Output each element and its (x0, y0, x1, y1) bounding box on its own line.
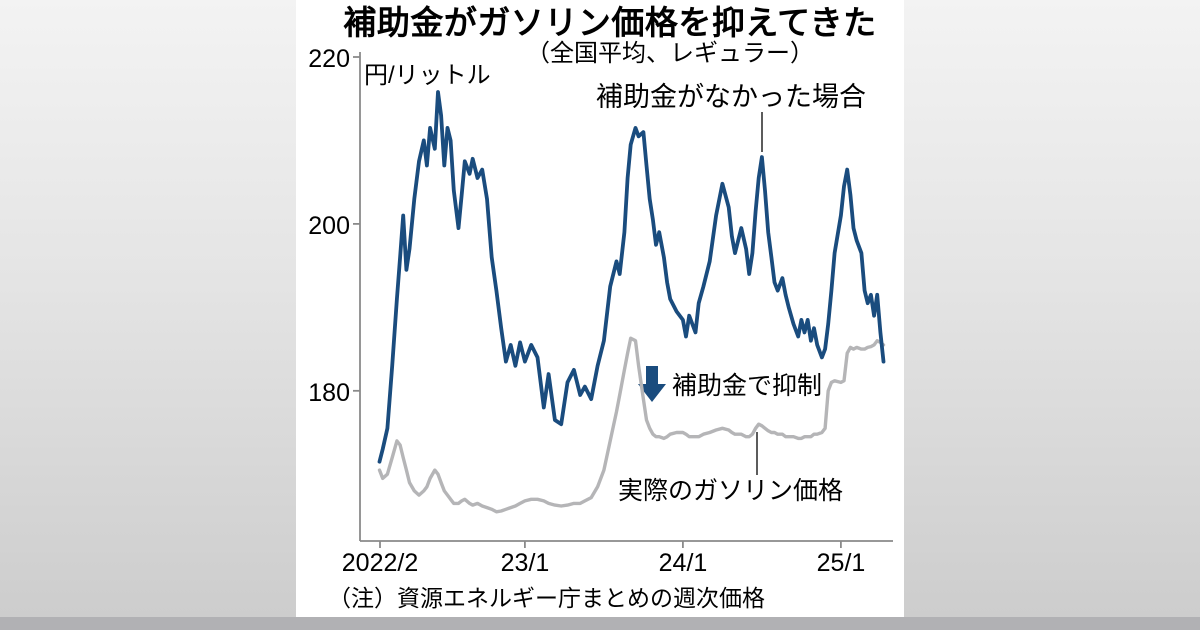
x-tick-2022-2: 2022/2 (341, 549, 419, 577)
x-tick-25-1: 25/1 (816, 549, 866, 577)
y-axis-unit-label: 円/リットル (364, 62, 491, 89)
line-no-subsidy (377, 90, 886, 464)
y-tick-180: 180 (308, 379, 350, 407)
source-note: （注）資源エネルギー庁まとめの週次価格 (328, 585, 765, 611)
x-tick-24-1: 24/1 (658, 549, 708, 577)
bottom-gray-band (0, 617, 1200, 630)
series-label-actual-price: 実際のガソリン価格 (618, 477, 844, 505)
x-tick-23-1: 23/1 (500, 549, 550, 577)
y-tick-220: 220 (308, 45, 350, 73)
down-arrow-icon (638, 366, 666, 402)
series-lines (377, 90, 886, 514)
series-label-no-subsidy: 補助金がなかった場合 (596, 82, 866, 112)
chart-subtitle: （全国平均、レギュラー） (526, 40, 814, 67)
y-tick-200: 200 (308, 212, 350, 240)
axis-tick-marks (353, 56, 842, 548)
annotation-suppressed-by-subsidy: 補助金で抑制 (672, 372, 823, 400)
chart-title: 補助金がガソリン価格を抑えてきた (343, 4, 877, 41)
line-actual-price (377, 336, 886, 514)
